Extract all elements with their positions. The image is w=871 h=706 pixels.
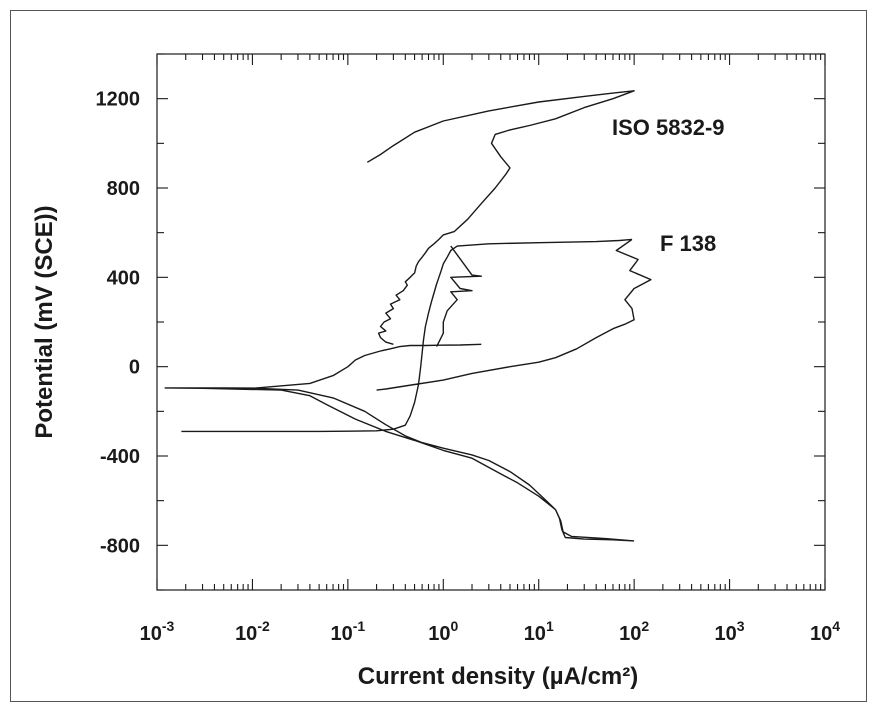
y-tick-label: 0: [129, 357, 140, 379]
x-tick-base: 10: [331, 623, 353, 645]
x-tick-label: 101: [524, 618, 554, 645]
x-tick-base: 10: [810, 623, 832, 645]
series-label-f-138: F 138: [660, 231, 716, 256]
x-tick-label: 10-2: [235, 618, 270, 645]
x-tick-exponent: 0: [451, 618, 459, 634]
x-tick-base: 10: [235, 623, 257, 645]
x-tick-label: 10-3: [140, 618, 175, 645]
y-tick-label: 1200: [96, 89, 141, 111]
x-axis-title: Current density (µA/cm²): [358, 663, 639, 690]
x-tick-exponent: 3: [737, 618, 745, 634]
figure-frame: [10, 10, 867, 702]
x-tick-label: 103: [715, 618, 745, 645]
x-tick-exponent: 1: [546, 618, 554, 634]
plot-area-border: [156, 53, 826, 591]
x-tick-label: 100: [428, 618, 458, 645]
curves: [164, 90, 652, 542]
y-tick-label: -800: [100, 535, 140, 557]
x-tick-base: 10: [428, 623, 450, 645]
x-tick-label: 10-1: [331, 618, 366, 645]
x-tick-base: 10: [524, 623, 546, 645]
x-tick-labels: 10-3 10-2 10-1 100 101 102 103 104: [140, 618, 841, 645]
y-tick-label: -400: [100, 446, 140, 468]
x-tick-base: 10: [140, 623, 162, 645]
series-line-f-138: [181, 238, 652, 433]
x-tick-exponent: -3: [162, 618, 175, 634]
x-tick-exponent: -1: [353, 618, 366, 634]
y-tick-label: 400: [107, 267, 140, 289]
series-label-iso-5832-9: ISO 5832-9: [612, 115, 725, 140]
y-axis-title: Potential (mV (SCE)): [31, 205, 58, 438]
series-line-iso-5832-9: [164, 90, 635, 542]
y-tick-label: 800: [107, 178, 140, 200]
x-tick-label: 104: [810, 618, 840, 645]
x-tick-base: 10: [619, 623, 641, 645]
x-tick-exponent: -2: [257, 618, 270, 634]
y-tick-labels: -800 -400 0 400 800 1200: [96, 89, 141, 558]
axis-ticks: [156, 53, 826, 591]
x-tick-exponent: 4: [832, 618, 840, 634]
x-tick-label: 102: [619, 618, 649, 645]
x-tick-exponent: 2: [641, 618, 649, 634]
x-tick-base: 10: [715, 623, 737, 645]
